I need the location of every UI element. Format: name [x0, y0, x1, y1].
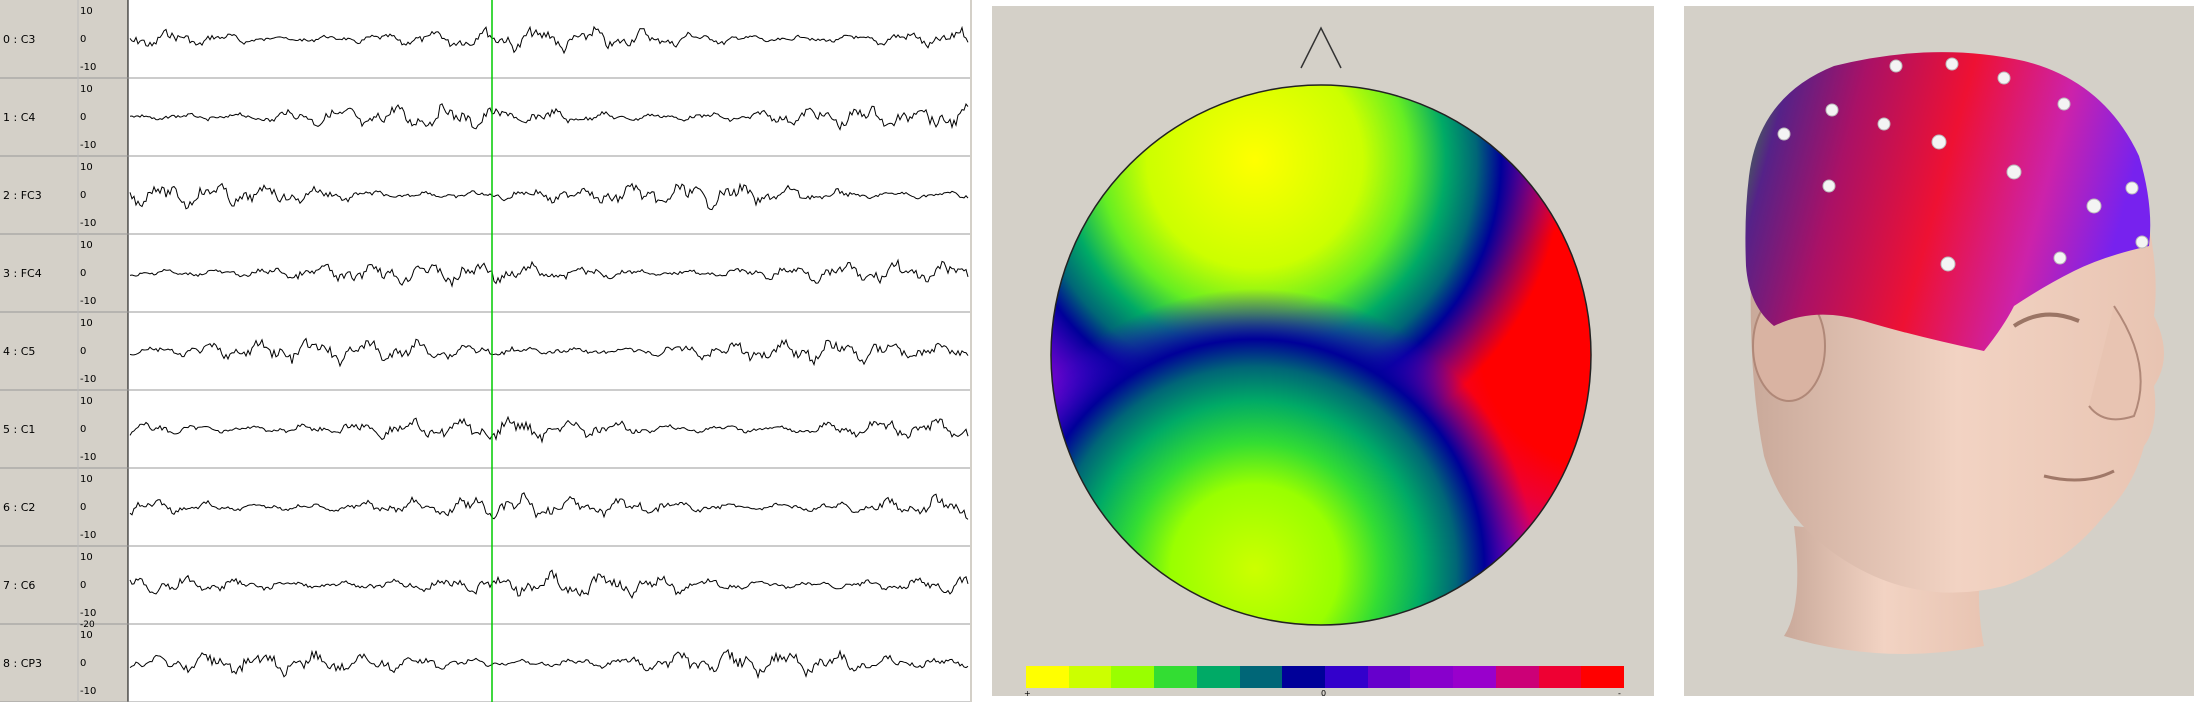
colorbar-swatch-7 — [1325, 666, 1368, 688]
colorbar-swatch-2 — [1111, 666, 1155, 688]
colorbar-zero-label: 0 — [1321, 689, 1327, 696]
topographic-map-panel: + 0 - — [992, 6, 1654, 696]
y-tick-label: -10 — [80, 62, 96, 73]
colorbar-swatch-13 — [1581, 666, 1625, 688]
eeg-trace-line — [129, 492, 969, 520]
y-tick-label: 10 — [80, 162, 93, 173]
y-tick-label: 10 — [80, 84, 93, 95]
eeg-trace-line — [129, 415, 969, 444]
colorbar-swatch-3 — [1154, 666, 1197, 688]
scalp-outline — [1050, 84, 1592, 626]
channel-label: 0 : C3 — [3, 33, 35, 46]
eeg-trace-panel[interactable]: 0 : C3 10 0 -10 1 : C4 10 0 -10 2 : FC3 10 0 -10 3 :… — [0, 0, 972, 702]
colorbar-swatch-12 — [1538, 666, 1582, 688]
y-tick-label: 0 — [80, 112, 86, 123]
head-3d-panel[interactable] — [1684, 6, 2194, 696]
channel-label: 1 : C4 — [3, 111, 35, 124]
y-tick-label: -10 — [80, 218, 96, 229]
channel-label: 8 : CP3 — [3, 657, 42, 670]
eeg-trace-canvas[interactable]: 0 : C3 10 0 -10 1 : C4 10 0 -10 2 : FC3 10 0 -10 3 :… — [0, 0, 972, 702]
y-tick-label: -10 — [80, 608, 96, 619]
colorbar-swatch-1 — [1068, 666, 1112, 688]
y-tick-label: 10 — [80, 630, 93, 641]
colorbar-swatch-0 — [1026, 666, 1069, 688]
colorbar-swatch-10 — [1453, 666, 1496, 688]
colorbar-swatch-9 — [1410, 666, 1454, 688]
y-tick-label: 0 — [80, 34, 86, 45]
y-tick-label: 10 — [80, 318, 93, 329]
y-tick-label: 10 — [80, 240, 93, 251]
nose-marker — [1300, 26, 1342, 69]
y-tick-label: 0 — [80, 346, 86, 357]
colorbar-swatch-6 — [1282, 666, 1326, 688]
colorbar-minus-label: - — [1618, 689, 1621, 696]
y-tick-label: 10 — [80, 396, 93, 407]
nose — [2088, 305, 2142, 421]
y-tick-label: -10 — [80, 530, 96, 541]
y-tick-label: 0 — [80, 268, 86, 279]
colorbar — [1026, 666, 1625, 688]
eeg-trace-line — [129, 182, 969, 211]
electrode-markers — [1777, 57, 2149, 272]
y-tick-label: -20 — [80, 620, 95, 630]
y-tick-label: 10 — [80, 552, 93, 563]
eye — [2012, 312, 2080, 328]
colorbar-swatch-11 — [1495, 666, 1539, 688]
eeg-trace-line — [129, 102, 969, 131]
channel-label: 2 : FC3 — [3, 189, 42, 202]
y-tick-label: 0 — [80, 190, 86, 201]
y-tick-label: -10 — [80, 296, 96, 307]
channel-label: 3 : FC4 — [3, 267, 42, 280]
eeg-trace-line — [129, 648, 969, 680]
eeg-cap — [1745, 52, 2151, 351]
y-tick-label: 0 — [80, 580, 86, 591]
eeg-trace-line — [129, 258, 969, 288]
y-tick-label: -10 — [80, 374, 96, 385]
colorbar-swatch-8 — [1367, 666, 1411, 688]
eeg-trace-line — [129, 337, 969, 368]
y-tick-label: 10 — [80, 6, 93, 17]
y-tick-label: 10 — [80, 474, 93, 485]
y-tick-label: -10 — [80, 452, 96, 463]
y-tick-label: 0 — [80, 424, 86, 435]
head-3d-render[interactable] — [1684, 6, 2194, 696]
topographic-map — [1050, 26, 1592, 626]
y-tick-label: -10 — [80, 140, 96, 151]
colorbar-swatch-5 — [1239, 666, 1283, 688]
y-tick-label: 0 — [80, 658, 86, 669]
channel-label: 5 : C1 — [3, 423, 35, 436]
channel-label: 4 : C5 — [3, 345, 35, 358]
colorbar-plus-label: + — [1024, 689, 1031, 696]
eeg-trace-line — [129, 25, 969, 55]
eeg-trace-line — [129, 569, 969, 599]
y-tick-label: -10 — [80, 686, 96, 697]
mouth — [2043, 469, 2115, 482]
y-tick-label: 0 — [80, 502, 86, 513]
channel-label: 7 : C6 — [3, 579, 35, 592]
colorbar-swatch-4 — [1196, 666, 1240, 688]
channel-label: 6 : C2 — [3, 501, 35, 514]
